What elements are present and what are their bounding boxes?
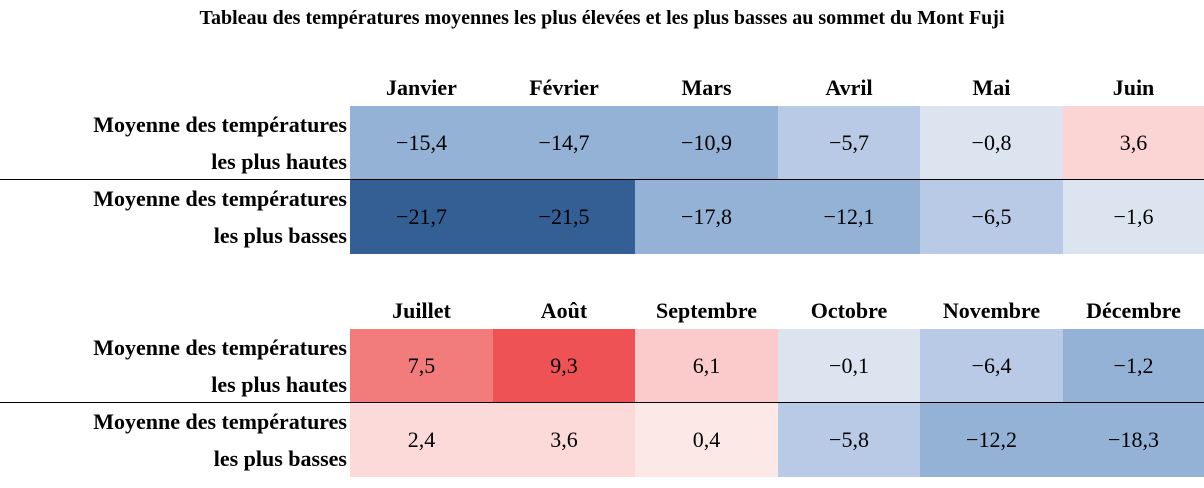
row-label-low-line1: Moyenne des températures xyxy=(93,409,347,434)
row-label-low-line2: les plus basses xyxy=(213,446,347,471)
heatmap-cell: 7,5 xyxy=(350,329,493,402)
row-label-high: Moyenne des températures les plus hautes xyxy=(0,106,347,179)
heatmap-cell: 3,6 xyxy=(493,403,635,477)
row-label-high-line1: Moyenne des températures xyxy=(93,112,347,137)
temperature-table-second-half: Juillet Août Septembre Octobre Novembre Décem… xyxy=(0,293,1204,477)
heatmap-cell: −14,7 xyxy=(493,106,635,179)
month-header: Décembre xyxy=(1086,298,1181,323)
row-label-low: Moyenne des températures les plus basses xyxy=(0,403,347,477)
row-label-high-line2: les plus hautes xyxy=(211,372,347,397)
month-header: Août xyxy=(540,298,588,323)
heatmap-cell: 3,6 xyxy=(1063,106,1204,179)
heatmap-cell: −6,5 xyxy=(920,180,1063,254)
low-temperature-row: Moyenne des températures les plus basses… xyxy=(0,180,1204,254)
row-label-high-line2: les plus hautes xyxy=(211,149,347,174)
heatmap-cell: 2,4 xyxy=(350,403,493,477)
chart-title: Tableau des températures moyennes les pl… xyxy=(199,7,1005,29)
month-header: Juin xyxy=(1112,75,1155,100)
low-temperature-row: Moyenne des températures les plus basses… xyxy=(0,403,1204,477)
month-header: Octobre xyxy=(810,298,888,323)
month-header-row: Juillet Août Septembre Octobre Novembre Décem… xyxy=(0,293,1204,329)
month-header-row: Janvier Février Mars Avril Mai Juin xyxy=(0,70,1204,106)
row-label-low: Moyenne des températures les plus basses xyxy=(0,180,347,254)
heatmap-cell: −1,6 xyxy=(1063,180,1204,254)
row-label-low-line2: les plus basses xyxy=(213,223,347,248)
heatmap-cell: 9,3 xyxy=(493,329,635,402)
temperature-table-first-half: Janvier Février Mars Avril Mai Juin Moyenne d… xyxy=(0,70,1204,254)
heatmap-cell: 0,4 xyxy=(635,403,778,477)
month-header: Avril xyxy=(825,75,873,100)
month-header: Mars xyxy=(681,75,732,100)
heatmap-cell: −21,5 xyxy=(493,180,635,254)
heatmap-cell: −5,8 xyxy=(778,403,920,477)
heatmap-cell: −12,2 xyxy=(920,403,1063,477)
heatmap-cell: −10,9 xyxy=(635,106,778,179)
heatmap-cell: 6,1 xyxy=(635,329,778,402)
high-temperature-row: Moyenne des températures les plus hautes… xyxy=(0,106,1204,180)
heatmap-cell: −15,4 xyxy=(350,106,493,179)
heatmap-cell: −18,3 xyxy=(1063,403,1204,477)
row-label-high: Moyenne des températures les plus hautes xyxy=(0,329,347,402)
heatmap-cell: −0,8 xyxy=(920,106,1063,179)
heatmap-cell: −17,8 xyxy=(635,180,778,254)
row-label-high-line1: Moyenne des températures xyxy=(93,335,347,360)
heatmap-cell: −12,1 xyxy=(778,180,920,254)
high-temperature-row: Moyenne des températures les plus hautes… xyxy=(0,329,1204,403)
month-header: Janvier xyxy=(386,75,457,100)
month-header: Novembre xyxy=(942,298,1041,323)
heatmap-cell: −6,4 xyxy=(920,329,1063,402)
heatmap-cell: −21,7 xyxy=(350,180,493,254)
month-header: Février xyxy=(529,75,599,100)
month-header: Septembre xyxy=(655,298,758,323)
heatmap-cell: −1,2 xyxy=(1063,329,1204,402)
month-header: Juillet xyxy=(392,298,451,323)
heatmap-cell: −0,1 xyxy=(778,329,920,402)
row-label-low-line1: Moyenne des températures xyxy=(93,186,347,211)
heatmap-cell: −5,7 xyxy=(778,106,920,179)
month-header: Mai xyxy=(972,75,1011,100)
